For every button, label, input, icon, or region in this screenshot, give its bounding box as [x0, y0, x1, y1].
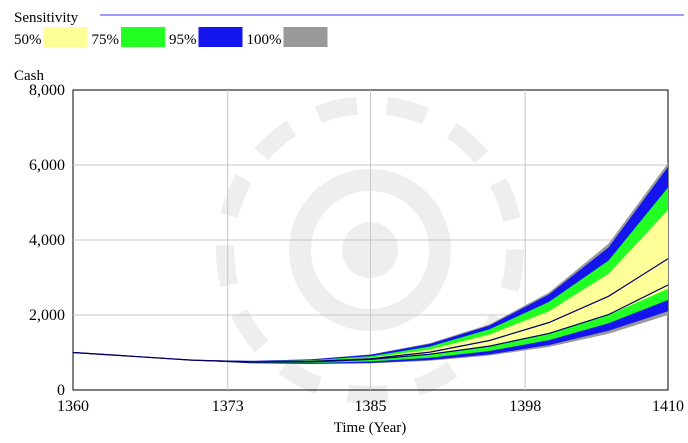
plot-area: 0 2,000 4,000 6,000 8,000 1360 1373 1385 1398 141… — [29, 82, 684, 415]
x-tick-label: 1385 — [355, 398, 387, 415]
x-tick-label: 1410 — [652, 398, 684, 415]
y-axis-label: Cash — [14, 68, 45, 84]
legend-swatch — [43, 27, 88, 47]
y-tick-label: 0 — [57, 382, 65, 399]
x-tick-label: 1360 — [57, 398, 89, 415]
legend-label: 95% — [169, 32, 197, 48]
legend-title: Sensitivity — [14, 10, 79, 26]
y-tick-label: 4,000 — [29, 232, 65, 249]
y-tick-label: 6,000 — [29, 157, 65, 174]
band-75pct — [73, 187, 668, 363]
legend-label: 50% — [14, 32, 42, 48]
band-50pct — [73, 210, 668, 363]
legend-swatch — [121, 27, 165, 47]
legend-label: 75% — [92, 32, 120, 48]
y-tick-label: 8,000 — [29, 82, 65, 99]
x-axis-label: Time (Year) — [334, 420, 407, 436]
y-tick-label: 2,000 — [29, 307, 65, 324]
x-tick-label: 1373 — [212, 398, 244, 415]
legend-swatch — [283, 27, 328, 47]
band-95pct — [73, 166, 668, 364]
series-line-2 — [72, 284, 669, 363]
legend: 50% 75% 95% 100% — [14, 27, 328, 48]
x-tick-label: 1398 — [509, 398, 541, 415]
legend-label: 100% — [247, 32, 282, 48]
legend-swatch — [198, 27, 243, 47]
